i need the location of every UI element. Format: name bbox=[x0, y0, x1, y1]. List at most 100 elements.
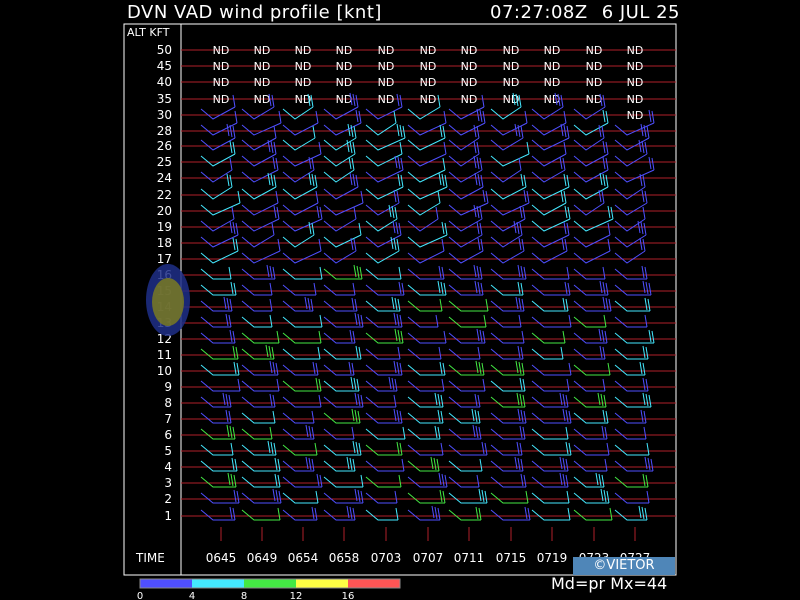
wind-barb bbox=[407, 392, 444, 408]
wind-barb bbox=[448, 204, 483, 232]
no-data-marker: ND bbox=[627, 76, 644, 89]
no-data-marker: ND bbox=[586, 76, 603, 89]
wind-barb bbox=[448, 108, 486, 136]
wind-barb bbox=[407, 298, 443, 312]
wind-barb bbox=[531, 110, 567, 136]
wind-barb bbox=[200, 281, 237, 296]
no-data-marker: ND bbox=[378, 93, 395, 106]
wind-barb bbox=[448, 474, 480, 488]
wind-barb bbox=[448, 189, 489, 216]
wind-barb bbox=[531, 507, 571, 521]
no-data-marker: ND bbox=[254, 76, 271, 89]
wind-barb bbox=[200, 329, 236, 344]
wind-barb bbox=[323, 376, 360, 392]
wind-barb bbox=[573, 488, 610, 504]
wind-barb bbox=[407, 265, 445, 280]
altitude-tick-label: 22 bbox=[157, 188, 172, 202]
altitude-tick-label: 6 bbox=[164, 428, 172, 442]
speed-scale-segment bbox=[296, 579, 348, 588]
wind-barb bbox=[448, 424, 482, 440]
wind-barb bbox=[365, 123, 406, 151]
wind-barb bbox=[323, 312, 364, 328]
speed-scale-tick-label: 8 bbox=[241, 591, 247, 600]
wind-barb bbox=[200, 313, 232, 328]
no-data-marker: ND bbox=[420, 93, 437, 106]
wind-barb bbox=[323, 264, 363, 280]
x-axis-label: TIME bbox=[135, 551, 165, 565]
wind-barb bbox=[323, 345, 362, 360]
wind-barb bbox=[531, 392, 569, 408]
time-tick-label: 0711 bbox=[454, 551, 485, 565]
wind-barb bbox=[448, 237, 484, 264]
wind-barb bbox=[448, 221, 483, 248]
speed-scale-segment bbox=[140, 579, 192, 588]
no-data-marker: ND bbox=[544, 60, 561, 73]
no-data-marker: ND bbox=[295, 76, 312, 89]
wind-barb bbox=[573, 280, 609, 296]
wind-barb bbox=[531, 141, 567, 167]
no-data-marker: ND bbox=[420, 76, 437, 89]
no-data-marker: ND bbox=[503, 76, 520, 89]
wind-barb bbox=[614, 280, 652, 296]
wind-barb bbox=[614, 392, 652, 408]
no-data-marker: ND bbox=[336, 60, 353, 73]
wind-barb bbox=[407, 456, 440, 472]
wind-barb bbox=[614, 456, 654, 472]
wind-barb bbox=[490, 173, 527, 200]
altitude-tick-label: 11 bbox=[157, 348, 172, 362]
no-data-marker: ND bbox=[378, 60, 395, 73]
speed-scale-tick-label: 0 bbox=[137, 591, 143, 600]
wind-barb bbox=[490, 123, 524, 151]
wind-barb bbox=[490, 314, 522, 328]
wind-barb bbox=[448, 124, 480, 151]
wind-barb bbox=[573, 238, 611, 264]
no-data-marker: ND bbox=[627, 44, 644, 57]
wind-barb bbox=[573, 409, 609, 424]
altitude-tick-label: 40 bbox=[157, 75, 172, 89]
wind-barb bbox=[448, 506, 482, 521]
wind-barb bbox=[323, 408, 361, 424]
altitude-tick-label: 4 bbox=[164, 460, 172, 474]
wind-barb bbox=[282, 473, 323, 488]
wind-barb bbox=[573, 392, 607, 408]
wind-barb bbox=[448, 314, 487, 328]
wind-barb bbox=[241, 393, 276, 408]
wind-barb bbox=[365, 426, 406, 440]
wind-barb bbox=[365, 220, 402, 248]
wind-barb bbox=[448, 298, 489, 312]
wind-barb bbox=[490, 237, 525, 264]
wind-barb bbox=[531, 441, 572, 456]
speed-scale-segment bbox=[348, 579, 400, 588]
wind-barb bbox=[407, 280, 447, 296]
wind-barb bbox=[614, 505, 648, 521]
wind-barb bbox=[365, 507, 399, 521]
wind-barb bbox=[365, 155, 404, 183]
time-tick-label: 0707 bbox=[413, 551, 444, 565]
speed-scale-frame bbox=[139, 578, 401, 589]
wind-barb bbox=[282, 330, 322, 344]
wind-barb bbox=[241, 473, 281, 488]
wind-barb bbox=[282, 424, 315, 440]
wind-barb bbox=[323, 361, 355, 376]
wind-barb bbox=[448, 155, 483, 183]
wind-barb bbox=[614, 206, 646, 232]
no-data-marker: ND bbox=[254, 60, 271, 73]
wind-barb bbox=[614, 265, 648, 280]
timestamp: 07:27:08Z 6 JUL 25 bbox=[490, 2, 694, 23]
wind-barb bbox=[490, 296, 525, 312]
wind-barb bbox=[531, 205, 571, 232]
wind-barb bbox=[200, 94, 236, 120]
time-tick-label: 0703 bbox=[371, 551, 402, 565]
wind-barb bbox=[241, 298, 273, 312]
wind-barb bbox=[407, 190, 441, 216]
wind-barb bbox=[490, 377, 526, 392]
wind-barb bbox=[614, 109, 655, 136]
wind-barb bbox=[614, 156, 655, 183]
altitude-tick-label: 35 bbox=[157, 92, 172, 106]
wind-barb bbox=[531, 426, 569, 440]
wind-barb bbox=[573, 458, 608, 472]
wind-barb bbox=[490, 220, 523, 248]
wind-barb bbox=[614, 237, 646, 264]
wind-barb bbox=[323, 440, 362, 456]
